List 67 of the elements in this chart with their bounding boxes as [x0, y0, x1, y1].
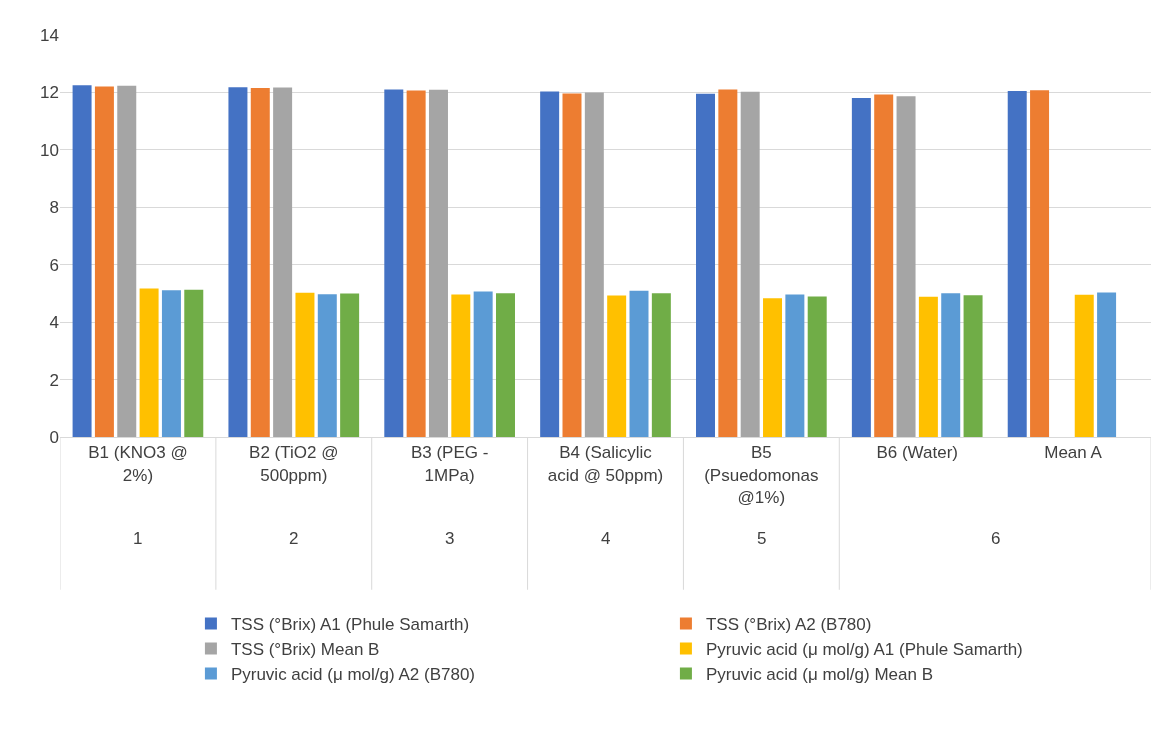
legend-label: Pyruvic acid (μ mol/g) A2 (B780)	[230, 665, 476, 685]
bar	[918, 296, 938, 437]
bar	[607, 295, 627, 437]
bar	[629, 290, 649, 437]
bar	[340, 293, 360, 437]
bar	[139, 288, 159, 437]
bar	[228, 87, 248, 437]
x-tick-label: B6 (Water)	[876, 443, 958, 463]
bar	[1097, 292, 1117, 437]
text: 6	[991, 529, 1001, 548]
bar	[1030, 90, 1050, 437]
y-tick-label: 2	[49, 370, 59, 390]
bar	[317, 294, 337, 437]
x-tick-label: B4 (Salicylic acid @ 50ppm)	[547, 443, 664, 485]
y-tick-label: 4	[49, 313, 59, 333]
x-tick-label: B3 (PEG - 1MPa)	[410, 443, 489, 485]
bar	[406, 90, 426, 437]
bar	[161, 290, 181, 437]
bar	[496, 293, 515, 437]
bar	[718, 89, 738, 437]
y-tick-label: 10	[40, 140, 59, 160]
bar	[94, 86, 114, 437]
legend-label: Pyruvic acid (μ mol/g) A1 (Phule Samarth)	[705, 640, 1023, 660]
bar	[451, 294, 471, 437]
bar	[428, 89, 448, 437]
y-tick-label: 8	[49, 198, 59, 218]
legend-label: TSS (°Brix) Mean B	[230, 640, 380, 660]
bar	[384, 89, 404, 437]
legend-label: Pyruvic acid (μ mol/g) Mean B	[705, 665, 934, 685]
legend-label: TSS (°Brix) A2 (B780)	[705, 615, 872, 635]
bar	[763, 298, 783, 437]
bar	[562, 93, 582, 437]
bar	[1007, 90, 1027, 437]
bar	[540, 91, 560, 437]
bar	[740, 91, 760, 437]
bar	[963, 295, 983, 437]
text: 5	[757, 529, 767, 548]
x-tick-label: B2 (TiO2 @ 500ppm)	[249, 443, 339, 485]
y-tick-label: 6	[49, 255, 59, 275]
bar	[584, 92, 604, 437]
bar	[874, 94, 894, 437]
text: 1	[133, 529, 143, 548]
legend-label: TSS (°Brix) A1 (Phule Samarth)	[230, 615, 470, 635]
bar	[696, 93, 715, 437]
text: 4	[601, 529, 611, 548]
y-tick-label: 14	[40, 25, 59, 45]
x-tick-label: B5 (Psuedomonas @1%)	[704, 443, 819, 507]
y-tick-label: 0	[49, 427, 59, 447]
bar	[807, 296, 827, 437]
bar	[851, 97, 871, 437]
bar	[117, 85, 137, 437]
bar	[896, 96, 916, 437]
bar	[72, 85, 92, 437]
x-tick-label: B1 (KNO3 @ 2%)	[88, 443, 188, 485]
bar	[785, 294, 805, 437]
x-tick-label: Mean A	[1044, 443, 1103, 463]
bar	[941, 293, 961, 437]
text: 3	[445, 529, 455, 548]
bar	[295, 292, 315, 437]
bar	[1074, 294, 1094, 437]
bar	[184, 289, 204, 437]
bar	[651, 293, 671, 437]
bar	[473, 291, 493, 437]
bar	[273, 87, 293, 437]
bar	[250, 88, 270, 437]
text: 2	[289, 529, 299, 548]
y-tick-label: 12	[40, 83, 59, 103]
